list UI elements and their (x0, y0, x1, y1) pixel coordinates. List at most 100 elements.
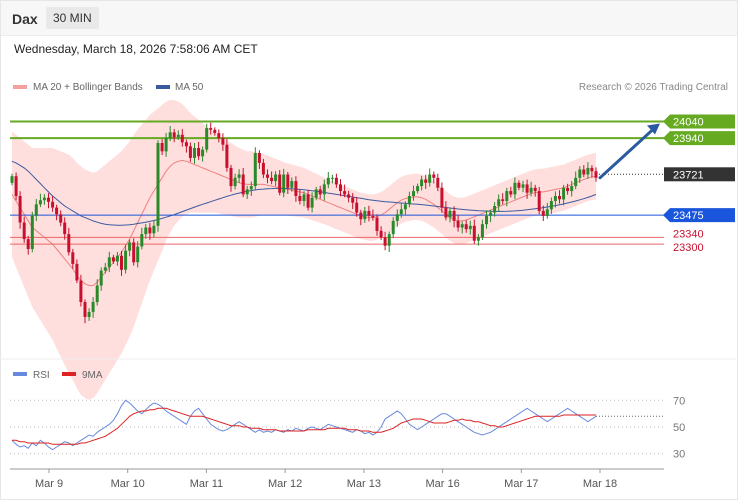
candle (322, 179, 326, 201)
candle-body (521, 184, 525, 188)
candle-body (549, 201, 553, 210)
candle-body (205, 128, 209, 150)
candle-body (160, 143, 164, 152)
candle (485, 210, 488, 229)
candle (505, 187, 509, 207)
candle-body (30, 215, 34, 249)
candle-body (537, 191, 541, 211)
candle (79, 274, 83, 307)
candle-body (383, 237, 387, 246)
candle (128, 239, 132, 257)
candle-body (47, 197, 50, 202)
candle-body (144, 227, 148, 235)
candle (124, 244, 128, 274)
candle-body (120, 255, 123, 270)
candle-body (420, 179, 424, 187)
candle-body (395, 214, 399, 221)
candle-body (594, 171, 598, 178)
candle-body (164, 138, 168, 152)
interval-selector[interactable]: 30 MIN (46, 7, 99, 29)
candle-body (26, 239, 30, 249)
candle-body (213, 129, 217, 134)
candle (412, 185, 415, 201)
candle (99, 267, 103, 291)
candle (225, 138, 229, 172)
candle (501, 193, 505, 205)
candle (371, 209, 375, 221)
candle-body (558, 196, 561, 200)
candle-body (266, 174, 269, 178)
candle-body (545, 209, 549, 216)
candle-body (578, 169, 582, 178)
candle-body (128, 242, 132, 251)
candle-body (79, 280, 83, 302)
candle-body (217, 133, 221, 139)
candle (590, 165, 594, 178)
candle (525, 179, 529, 199)
candle (480, 219, 484, 241)
candle-body (351, 197, 355, 203)
candle (221, 133, 225, 151)
candle-body (241, 174, 245, 195)
ma20-legend-label: MA 20 + Bollinger Bands (33, 82, 143, 93)
candle-body (428, 174, 432, 183)
chart-header: Dax 30 MIN (1, 1, 737, 36)
candle (160, 139, 164, 155)
candle (71, 249, 75, 269)
candle (10, 173, 14, 186)
candle (586, 162, 590, 179)
candle (428, 168, 432, 187)
candle-body (480, 224, 484, 238)
candle (233, 173, 237, 190)
candle (257, 150, 261, 169)
candle-body (63, 222, 67, 235)
candle (517, 180, 521, 191)
candle-body (233, 177, 237, 187)
candle-body (533, 187, 537, 192)
candle-body (290, 181, 294, 188)
candle (497, 194, 501, 212)
candle (594, 167, 598, 182)
candle-body (229, 167, 233, 187)
candle-body (424, 179, 428, 183)
candle (63, 217, 67, 240)
candle (51, 196, 55, 212)
bollinger-band-area (12, 100, 596, 400)
projection-arrow-head (647, 123, 660, 135)
candle-body (334, 177, 338, 185)
candle (416, 183, 420, 194)
level-tags: 24040 23940 23721 23475 23340 23300 (663, 114, 735, 254)
candle-body (34, 204, 38, 216)
candle (326, 171, 330, 189)
candle-body (318, 189, 322, 195)
candle-body (407, 196, 411, 205)
candle-body (298, 196, 302, 201)
candle-body (221, 138, 225, 145)
candle (120, 250, 123, 276)
candle (282, 168, 286, 198)
candle-body (51, 201, 55, 208)
candle-body (75, 263, 79, 281)
ma20-legend-swatch (13, 85, 27, 89)
support-level-tag (663, 208, 735, 223)
candle (432, 171, 436, 184)
candle (156, 140, 160, 232)
price-levels (10, 120, 664, 245)
candle-body (193, 148, 196, 158)
candle (253, 147, 257, 191)
candle-body (310, 197, 314, 208)
candle (172, 129, 176, 143)
candle (529, 181, 533, 197)
candle (582, 165, 586, 178)
candle-body (574, 177, 578, 187)
rsi-legend-label: RSI (33, 370, 50, 381)
candle (509, 186, 513, 198)
candle-body (38, 200, 42, 205)
candle-body (586, 167, 590, 175)
candle-body (14, 176, 18, 197)
candle (363, 207, 367, 223)
candle-body (412, 191, 415, 197)
candle-body (180, 134, 184, 143)
candle (18, 191, 22, 229)
candle (26, 236, 30, 255)
